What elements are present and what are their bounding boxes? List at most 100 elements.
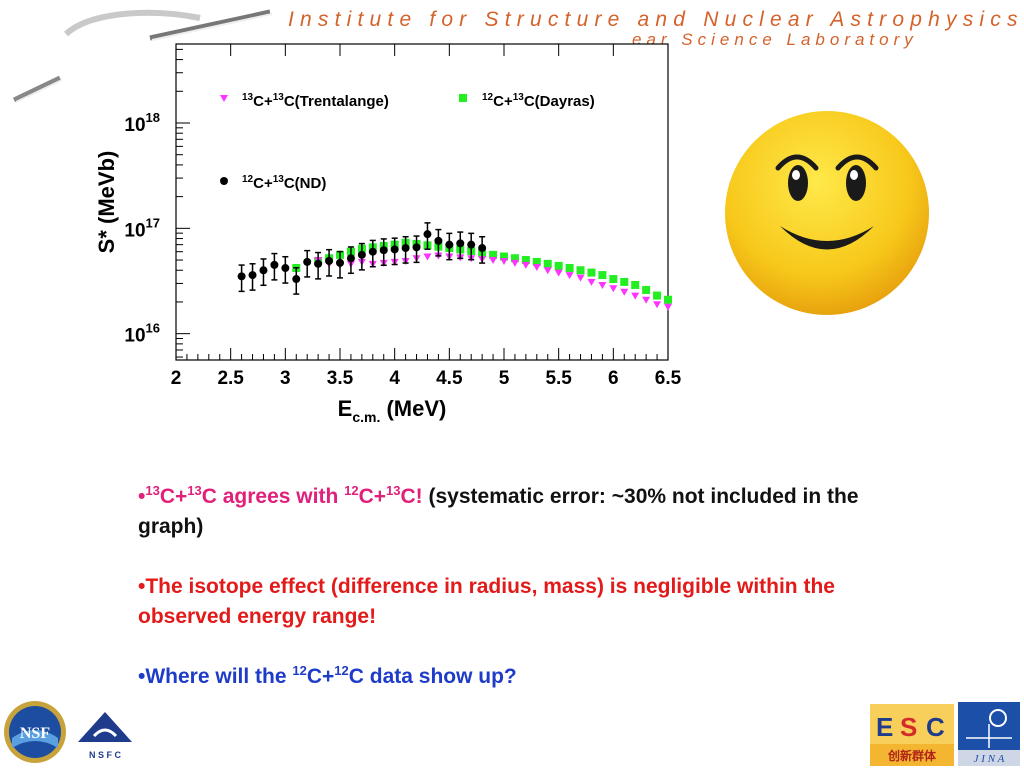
legend-label-part: 13 [242,92,254,103]
x-tick-label: 6.5 [655,368,682,389]
point-series-0 [631,292,640,300]
x-axis-label-sub: c.m. [352,409,380,425]
point-series-1 [653,291,662,300]
esc-logo: E S C 创新群体 [870,704,954,766]
point-series-0 [653,301,662,309]
point-series-2 [325,256,334,265]
point-series-1 [642,285,651,294]
plot-frame [175,43,669,361]
x-tick-label: 5.5 [545,368,572,389]
point-series-0 [598,281,607,289]
point-series-2 [248,271,257,280]
point-series-2 [401,244,410,253]
legend-label-part: C(Trentalange) [284,93,389,110]
point-series-2 [390,245,399,254]
esc-letter-c: C [926,712,945,742]
point-series-2 [434,236,443,245]
header-decoration [12,9,273,103]
point-series-2 [314,259,323,268]
bullet-0-part-3: 13 [187,483,202,498]
legend-label-part: C+ [253,93,273,110]
point-series-2 [456,239,465,248]
bullet-question: •Where will the 12C+12C data show up? [138,662,878,692]
point-series-2 [259,266,268,275]
bullet-1-part-0: •The isotope effect (difference in radiu… [138,575,835,628]
point-series-1 [489,250,498,259]
nsfc-logo-text: N S F C [89,750,122,760]
point-series-0 [554,269,563,277]
bullet-isotope-effect: •The isotope effect (difference in radiu… [138,572,878,632]
legend-label-part: 12 [242,174,254,185]
point-series-0 [532,263,541,271]
bullet-0-part-0: • [138,485,146,508]
point-series-2 [281,264,290,273]
bullet-2-part-3: 12 [334,663,349,678]
point-series-0 [576,274,585,282]
point-series-0 [521,261,530,269]
point-series-1 [543,259,552,268]
y-tick-exponent: 17 [146,215,160,230]
point-series-1 [521,256,530,265]
y-axis-label: S* (MeVb) [94,151,119,254]
point-series-2 [467,240,476,249]
y-tick-label: 1018 [124,110,160,136]
point-series-1 [587,268,596,277]
x-tick-label: 5 [499,368,510,389]
x-tick-label: 2 [171,368,182,389]
point-series-1 [576,266,585,275]
point-series-1 [631,280,640,289]
legend-label-part: C(ND) [284,175,327,192]
legend-label-part: 12 [482,92,494,103]
laboratory-subtitle: ear Science Laboratory [632,30,918,49]
bullet-0-part-9: (systematic error: ~30% not included in … [138,485,859,538]
s-factor-chart: 2 2.5 3 3.5 4 4.5 5 5.5 6 6.5 1016 1017 1018 Ec.m. (M… [70,40,690,440]
point-series-1 [510,254,519,263]
point-series-2 [412,243,421,252]
nsf-logo-text: NSF [20,725,50,742]
bullet-0-part-7: 13 [386,483,401,498]
point-series-1 [565,264,574,273]
point-series-2 [368,247,377,256]
x-tick-label: 4 [389,368,400,389]
x-tick-label: 3 [280,368,291,389]
point-series-2 [478,244,487,253]
legend-marker-1 [459,94,467,102]
y-tick-exponent: 18 [146,110,160,125]
y-tick-base: 10 [124,326,145,347]
x-axis-label: Ec.m. (MeV) [338,396,447,425]
legend-marker-2 [220,177,228,185]
bullet-0-part-2: C+ [159,485,188,508]
bullet-0-part-1: 13 [145,483,160,498]
point-series-2 [423,230,432,239]
y-tick-exponent: 16 [146,321,160,336]
point-series-2 [270,260,279,269]
point-series-0 [489,257,498,265]
bullet-list: •13C+13C agrees with 12C+13C! (systemati… [138,482,878,722]
point-series-0 [609,285,618,293]
x-tick-label: 3.5 [327,368,354,389]
point-series-2 [237,272,246,281]
bullet-0-part-8: C! [400,485,429,508]
bullet-2-part-2: C+ [306,665,335,688]
point-series-0 [500,257,508,265]
y-tick-label: 1017 [124,215,160,241]
esc-letter-e: E [876,712,893,742]
point-series-0 [642,296,651,304]
point-series-1 [554,261,563,270]
legend-label-1: 12C+13C(Dayras) [482,92,595,110]
bullet-2-part-0: •Where will the [138,665,293,688]
x-axis-label-unit: (MeV) [380,396,446,421]
legend-label-part: C+ [253,175,273,192]
point-series-0 [510,259,519,267]
x-axis-label-main: E [338,396,353,421]
legend-label-part: C(Dayras) [524,93,595,110]
point-series-2 [303,257,312,266]
x-tick-label: 4.5 [436,368,463,389]
legend-label-part: 13 [273,174,285,185]
y-tick-label: 1016 [124,321,160,347]
legend-marker-0 [220,95,228,102]
legend-label-0: 13C+13C(Trentalange) [242,92,389,110]
point-series-1 [500,252,508,261]
point-series-0 [587,278,596,286]
esc-letter-s: S [900,712,917,742]
